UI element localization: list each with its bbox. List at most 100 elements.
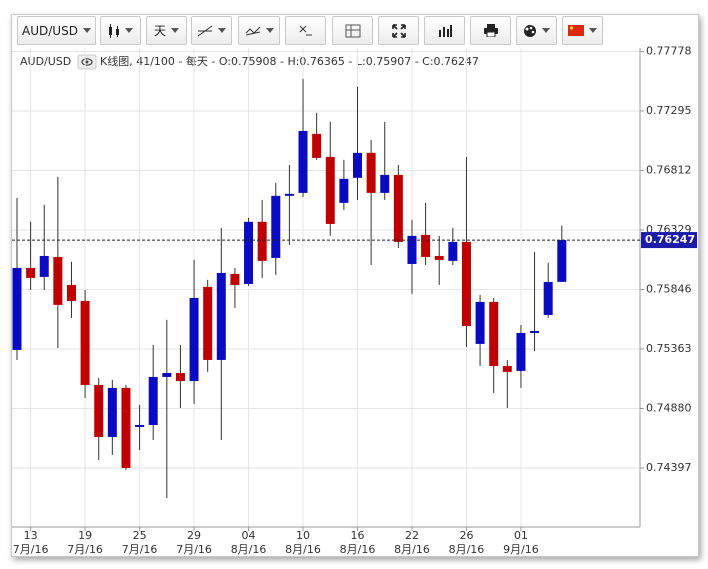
- candle-body: [325, 156, 335, 224]
- candles: [12, 78, 567, 499]
- period-dropdown[interactable]: 天: [146, 16, 187, 45]
- candle-body: [530, 330, 540, 333]
- candle-body: [475, 301, 485, 344]
- indicator-button[interactable]: [238, 16, 280, 45]
- fullscreen-button[interactable]: [378, 16, 419, 45]
- icon: [483, 24, 498, 37]
- icon: [299, 25, 312, 36]
- candle-body: [257, 221, 267, 261]
- y-tick-label: 0.75363: [646, 342, 692, 355]
- x-tick-label: 16: [351, 529, 365, 542]
- x-tick-label: 13: [24, 529, 38, 542]
- candle-body: [393, 174, 403, 242]
- candle-body: [162, 373, 172, 377]
- candle-body: [489, 301, 499, 366]
- candle-body: [66, 284, 76, 301]
- candle-body: [380, 174, 390, 193]
- line-tool-button[interactable]: [191, 16, 232, 45]
- axes: 0.743970.748800.753630.758460.763290.768…: [12, 44, 692, 556]
- candle-body: [216, 272, 226, 360]
- icon: [438, 24, 452, 37]
- icon: [109, 23, 119, 38]
- x-tick-month: 7月/16: [176, 543, 212, 556]
- candle-body: [543, 281, 553, 315]
- icon: [245, 26, 260, 35]
- grid-button[interactable]: [332, 16, 373, 45]
- symbol-text: AUD/USD: [22, 23, 78, 38]
- candle-body: [39, 255, 49, 277]
- y-tick-label: 0.77778: [646, 44, 692, 57]
- x-tick-label: 26: [459, 529, 473, 542]
- x-tick-month: 7月/16: [13, 543, 49, 556]
- x-tick-label: 04: [242, 529, 256, 542]
- icon: [524, 24, 536, 37]
- candle-body: [53, 256, 63, 305]
- y-tick-label: 0.74880: [646, 401, 692, 414]
- x-tick-month: 8月/16: [449, 543, 485, 556]
- candle-body: [461, 241, 471, 326]
- candle-body: [203, 286, 213, 360]
- candle-body: [135, 424, 145, 427]
- candle-body: [26, 267, 36, 278]
- x-tick-label: 25: [133, 529, 147, 542]
- y-tick-label: 0.75846: [646, 282, 692, 295]
- x-tick-month: 8月/16: [340, 543, 376, 556]
- current-price-label: 0.76247: [645, 233, 695, 246]
- candle-body: [298, 130, 308, 193]
- clear-all-button[interactable]: [285, 16, 326, 45]
- candle-body: [244, 221, 254, 284]
- x-tick-label: 10: [296, 529, 310, 542]
- x-tick-label: 01: [514, 529, 528, 542]
- theme-dropdown[interactable]: [516, 16, 557, 45]
- candle-body: [148, 376, 158, 425]
- candle-body: [284, 193, 294, 196]
- x-tick-month: 8月/16: [394, 543, 430, 556]
- candle-body: [312, 133, 322, 158]
- icon: [345, 24, 360, 37]
- candle-body: [339, 178, 349, 203]
- x-tick-month: 8月/16: [231, 543, 267, 556]
- icon: [197, 25, 213, 36]
- volume-button[interactable]: [424, 16, 465, 45]
- period-text: 天: [153, 24, 166, 38]
- candle-body: [175, 373, 185, 382]
- symbol-label: AUD/USD: [20, 55, 71, 68]
- ohlc-info: K线图, 41/100 - 每天 - O:0.75908 - H:0.76365…: [100, 54, 479, 68]
- x-tick-label: 29: [187, 529, 201, 542]
- candle-body: [434, 255, 444, 260]
- language-dropdown[interactable]: [562, 16, 603, 45]
- candle-body: [12, 267, 22, 350]
- y-tick-label: 0.77295: [646, 104, 692, 117]
- candle-body: [502, 365, 512, 372]
- x-tick-label: 22: [405, 529, 419, 542]
- x-tick-label: 19: [78, 529, 92, 542]
- symbol-dropdown[interactable]: AUD/USD: [17, 16, 96, 45]
- eye-icon: [77, 54, 97, 70]
- candle-body: [80, 300, 90, 385]
- current-price-box: [641, 232, 697, 249]
- candle-body: [121, 387, 131, 468]
- candle-body: [516, 332, 526, 371]
- overlay: 0.76247: [12, 232, 697, 249]
- candle-body: [421, 234, 431, 257]
- candle-body: [230, 273, 240, 285]
- y-tick-label: 0.74397: [646, 461, 692, 474]
- candle-body: [94, 384, 104, 437]
- x-tick-month: 8月/16: [285, 543, 321, 556]
- candle-body: [107, 387, 117, 437]
- candle-body: [271, 195, 281, 258]
- icon: [391, 23, 406, 38]
- print-button[interactable]: [470, 16, 511, 45]
- candle-body: [407, 235, 417, 264]
- x-tick-month: 7月/16: [122, 543, 158, 556]
- icon: [568, 25, 584, 36]
- chart-type-button[interactable]: [100, 16, 141, 45]
- x-tick-month: 9月/16: [503, 543, 539, 556]
- y-tick-label: 0.76812: [646, 163, 692, 176]
- candle-body: [189, 297, 199, 382]
- x-tick-month: 7月/16: [67, 543, 103, 556]
- candle-body: [366, 152, 376, 193]
- candle-body: [448, 241, 458, 261]
